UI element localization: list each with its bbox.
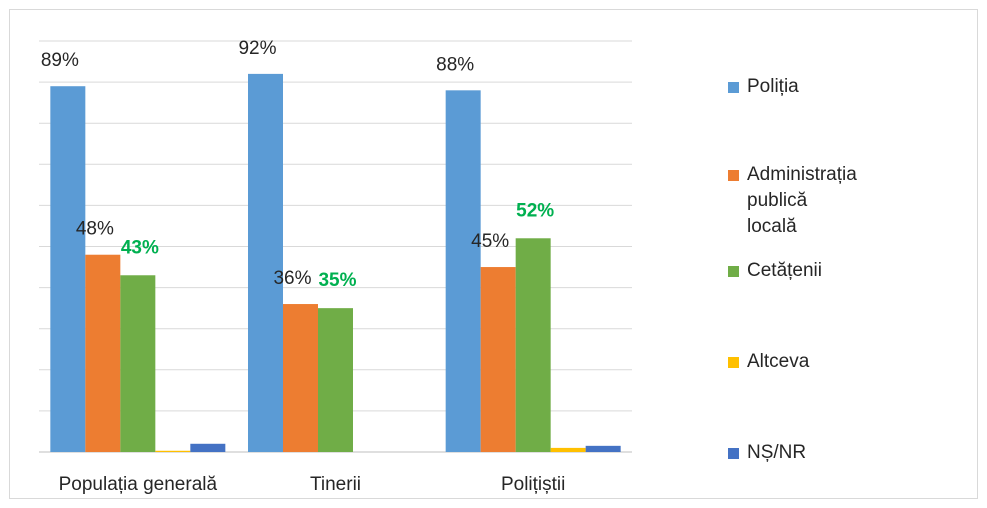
- bar: [120, 275, 156, 452]
- category-label: Tinerii: [310, 474, 361, 495]
- bar: [585, 445, 621, 452]
- bar-chart: 89% 48% 43% Populația generală 92% 36% 35% Tine…: [39, 38, 632, 495]
- legend-item-altceva: Altceva: [728, 349, 809, 375]
- bar: [550, 447, 586, 452]
- legend-swatch-icon: [728, 82, 739, 93]
- bar: [480, 267, 516, 452]
- data-label: 89%: [41, 50, 79, 71]
- bar: [248, 73, 283, 452]
- bar: [283, 304, 318, 452]
- legend-item-administratia: Administrația publică locală: [728, 162, 857, 240]
- data-label: 88%: [436, 54, 474, 75]
- data-label: 43%: [121, 237, 159, 258]
- legend-label: NȘ/NR: [747, 442, 807, 463]
- legend-item-ns-nr: NȘ/NR: [728, 440, 806, 466]
- legend-label: Poliția: [747, 76, 799, 97]
- bar: [515, 238, 551, 452]
- bar: [190, 443, 226, 452]
- legend-swatch-icon: [728, 266, 739, 277]
- data-label: 48%: [76, 219, 114, 240]
- legend-swatch-icon: [728, 170, 739, 181]
- legend-swatch-icon: [728, 357, 739, 368]
- bar: [445, 90, 481, 452]
- legend-label: Altceva: [747, 351, 810, 372]
- chart-frame: 89% 48% 43% Populația generală 92% 36% 35% Tine…: [9, 9, 978, 499]
- data-label: 52%: [516, 200, 554, 221]
- data-label: 36%: [273, 268, 311, 289]
- bar: [85, 254, 121, 452]
- legend-item-politia: Poliția: [728, 74, 799, 100]
- legend-swatch-icon: [728, 448, 739, 459]
- legend-label: Cetățenii: [747, 260, 822, 281]
- data-label: 45%: [471, 231, 509, 252]
- legend-item-cetatenii: Cetățenii: [728, 258, 822, 284]
- data-label: 92%: [238, 38, 276, 59]
- bar: [155, 450, 191, 452]
- legend-label: Administrația publică locală: [747, 164, 857, 237]
- data-label: 35%: [318, 270, 356, 291]
- category-label: Polițiștii: [501, 474, 565, 495]
- bar: [318, 308, 353, 452]
- category-label: Populația generală: [59, 474, 218, 495]
- bar: [50, 86, 86, 453]
